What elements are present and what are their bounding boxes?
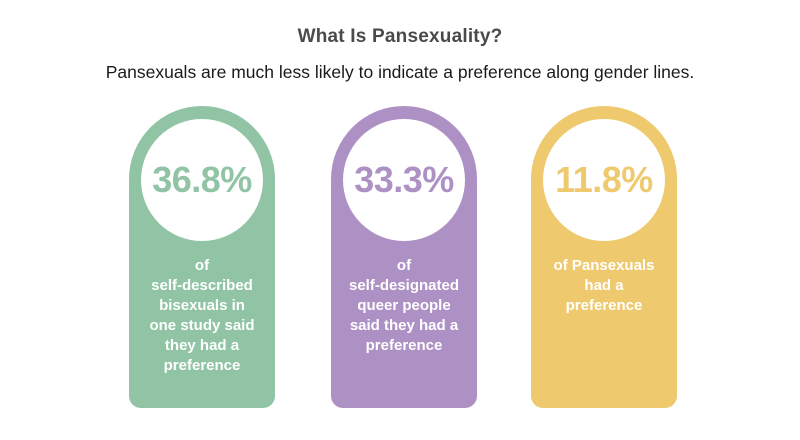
stat-percent: 36.8% [152,159,252,200]
stat-card-bisexuals: 36.8% of self-described bisexuals in one… [129,106,275,408]
page-subtitle: Pansexuals are much less likely to indic… [105,62,695,82]
stat-percent: 11.8% [555,159,653,200]
stat-cards: 36.8% of self-described bisexuals in one… [0,106,800,410]
stat-description: of Pansexuals had a preference [553,257,655,314]
stat-description: of self-designated queer people said the… [348,257,460,354]
stat-circle: 36.8% [141,119,263,241]
stat-percent: 33.3% [354,159,454,200]
page-title: What Is Pansexuality? [297,26,503,47]
stat-card-queer: 33.3% of self-designated queer people sa… [331,106,477,408]
stat-description: of self-described bisexuals in one study… [149,257,255,374]
stat-circle: 33.3% [343,119,465,241]
stat-card-pansexuals: 11.8% of Pansexuals had a preference [531,106,677,408]
stat-circle: 11.8% [543,119,665,241]
